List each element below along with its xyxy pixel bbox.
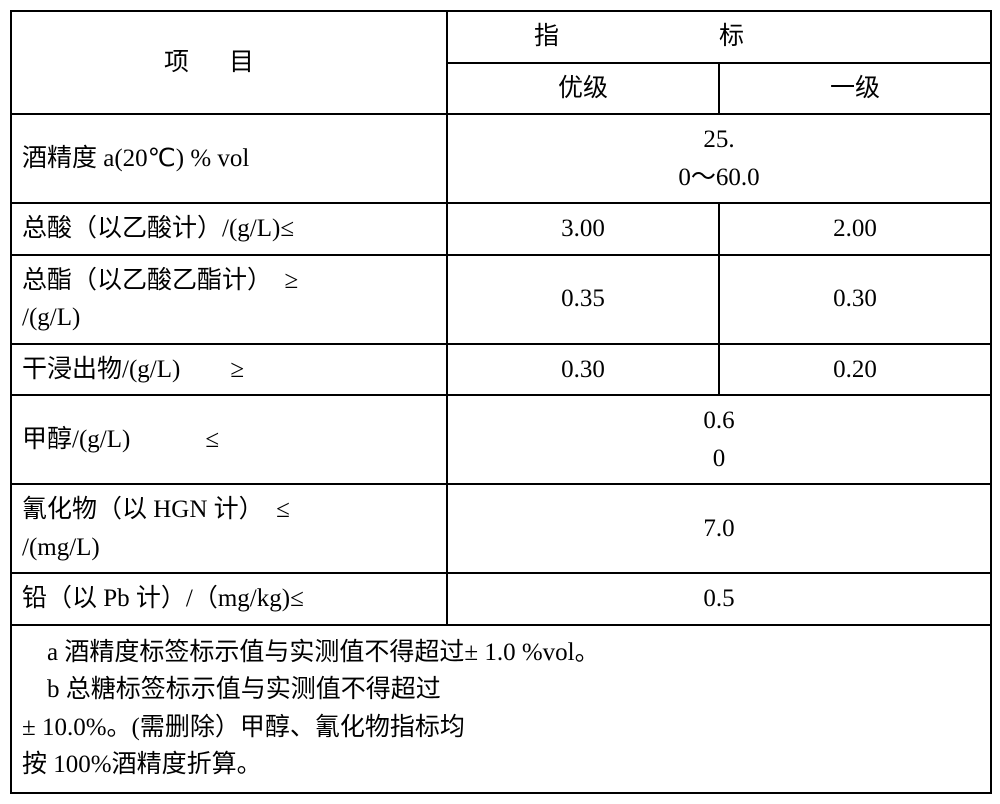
header-item: 项目	[11, 11, 447, 114]
table-row: 总酯（以乙酸乙酯计） ≥ /(g/L) 0.35 0.30	[11, 255, 991, 344]
table-row: 甲醇/(g/L) ≤ 0.6 0	[11, 395, 991, 484]
row-label: 氰化物（以 HGN 计） ≤ /(mg/L)	[11, 484, 447, 573]
table-row: 铅（以 Pb 计）/（mg/kg)≤ 0.5	[11, 573, 991, 625]
table-notes: a 酒精度标签标示值与实测值不得超过± 1.0 %vol。 b 总糖标签标示值与…	[11, 625, 991, 793]
row-label: 酒精度 a(20℃) % vol	[11, 114, 447, 203]
header-sub-premium: 优级	[447, 63, 719, 115]
table-row: 干浸出物/(g/L) ≥ 0.30 0.20	[11, 344, 991, 396]
row-label: 铅（以 Pb 计）/（mg/kg)≤	[11, 573, 447, 625]
row-label: 干浸出物/(g/L) ≥	[11, 344, 447, 396]
row-value-premium: 0.35	[447, 255, 719, 344]
spec-table-container: 项目 指标 优级 一级 酒精度 a(20℃) % vol 25. 0～60.0 …	[10, 10, 990, 794]
row-label: 总酸（以乙酸计）/(g/L)≤	[11, 203, 447, 255]
row-value-grade1: 0.30	[719, 255, 991, 344]
row-value: 7.0	[447, 484, 991, 573]
table-row: 氰化物（以 HGN 计） ≤ /(mg/L) 7.0	[11, 484, 991, 573]
row-value-grade1: 2.00	[719, 203, 991, 255]
header-sub-grade1: 一级	[719, 63, 991, 115]
row-label: 甲醇/(g/L) ≤	[11, 395, 447, 484]
row-value-premium: 0.30	[447, 344, 719, 396]
table-row: 总酸（以乙酸计）/(g/L)≤ 3.00 2.00	[11, 203, 991, 255]
header-row-1: 项目 指标	[11, 11, 991, 63]
row-value: 0.6 0	[447, 395, 991, 484]
row-value: 0.5	[447, 573, 991, 625]
row-label: 总酯（以乙酸乙酯计） ≥ /(g/L)	[11, 255, 447, 344]
header-index: 指标	[447, 11, 991, 63]
spec-table: 项目 指标 优级 一级 酒精度 a(20℃) % vol 25. 0～60.0 …	[10, 10, 992, 794]
row-value-grade1: 0.20	[719, 344, 991, 396]
table-row: 酒精度 a(20℃) % vol 25. 0～60.0	[11, 114, 991, 203]
row-value-premium: 3.00	[447, 203, 719, 255]
notes-row: a 酒精度标签标示值与实测值不得超过± 1.0 %vol。 b 总糖标签标示值与…	[11, 625, 991, 793]
row-value: 25. 0～60.0	[447, 114, 991, 203]
